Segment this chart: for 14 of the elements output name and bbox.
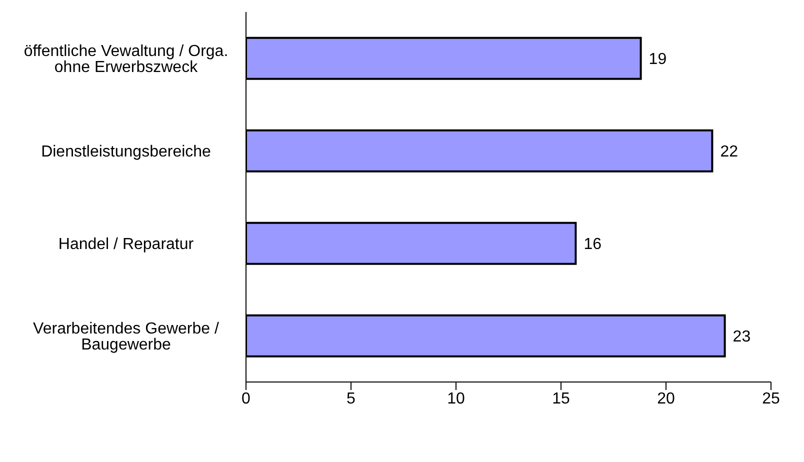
data-label: 19: [648, 51, 667, 68]
x-tick-label: 15: [552, 390, 570, 408]
data-label: 23: [732, 328, 751, 346]
y-tick-label: Verarbeitendes Gewerbe / Baugewerbe: [33, 320, 220, 354]
y-tick-label: Dienstleistungsbereiche: [41, 143, 212, 160]
y-tick-label: Handel / Reparatur: [58, 236, 194, 253]
data-label: 16: [584, 236, 602, 254]
x-tick-label: 20: [657, 390, 675, 408]
x-tick-label: 5: [346, 390, 356, 408]
x-tick-label: 0: [242, 390, 251, 408]
x-tick-label: 10: [447, 390, 465, 408]
data-label: 22: [720, 144, 738, 161]
y-tick-label: öffentliche Vewaltung / Orga. ohne Erwerbszweck: [24, 42, 228, 76]
x-tick-label: 25: [762, 390, 780, 408]
